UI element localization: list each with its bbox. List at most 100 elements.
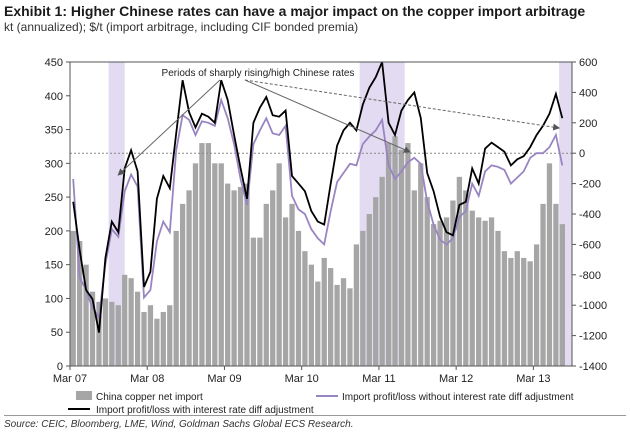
annotation-text: Periods of sharply rising/high Chinese r… bbox=[162, 68, 355, 79]
bar bbox=[263, 203, 269, 366]
bar bbox=[424, 197, 430, 366]
bar bbox=[437, 220, 443, 366]
bar bbox=[340, 278, 347, 366]
y-right-tick-label: -800 bbox=[579, 270, 601, 282]
y-right-tick-label: -200 bbox=[579, 179, 601, 191]
bar bbox=[302, 251, 308, 366]
bar bbox=[514, 251, 520, 366]
bar bbox=[160, 311, 166, 366]
y-right-tick-label: 600 bbox=[579, 57, 597, 69]
bar bbox=[456, 176, 463, 366]
bar bbox=[533, 244, 540, 366]
bar bbox=[282, 217, 289, 366]
bar bbox=[250, 237, 257, 366]
legend-label: Import profit/loss with interest rate di… bbox=[96, 405, 314, 416]
bar bbox=[521, 257, 527, 366]
y-left-tick-label: 250 bbox=[45, 192, 63, 204]
bar bbox=[244, 183, 250, 366]
bar bbox=[179, 203, 186, 366]
bar bbox=[418, 163, 424, 366]
y-left-tick-label: 400 bbox=[45, 91, 63, 103]
bar bbox=[328, 268, 334, 366]
bar bbox=[231, 190, 237, 366]
y-left-tick-label: 200 bbox=[45, 226, 63, 238]
annotation-arrow bbox=[244, 79, 411, 153]
y-right-tick-label: -600 bbox=[579, 239, 601, 251]
bar bbox=[199, 143, 205, 366]
bar bbox=[257, 237, 263, 366]
bar bbox=[398, 149, 405, 366]
x-tick-label: Mar 12 bbox=[439, 373, 473, 385]
bar bbox=[379, 176, 385, 366]
bar bbox=[77, 241, 83, 366]
bar bbox=[366, 214, 372, 366]
bar bbox=[225, 183, 231, 366]
bar bbox=[70, 230, 76, 366]
bar bbox=[443, 217, 450, 366]
bar bbox=[353, 244, 360, 366]
y-left-tick-label: 350 bbox=[45, 125, 63, 137]
bar bbox=[192, 163, 199, 366]
bar bbox=[508, 257, 514, 366]
bar bbox=[270, 190, 276, 366]
x-tick-label: Mar 11 bbox=[362, 373, 395, 385]
shaded-period bbox=[108, 62, 125, 366]
line-without-adjustment bbox=[72, 96, 564, 320]
y-left-tick-label: 50 bbox=[51, 327, 63, 339]
legend-label: China copper net import bbox=[96, 392, 203, 403]
bar bbox=[141, 311, 147, 366]
bar bbox=[134, 291, 141, 366]
bar bbox=[83, 264, 89, 366]
y-right-tick-label: 0 bbox=[579, 148, 585, 160]
y-left-tick-label: 0 bbox=[57, 361, 63, 373]
bar bbox=[347, 288, 353, 366]
bar bbox=[559, 224, 565, 366]
bar bbox=[315, 281, 321, 366]
bar bbox=[540, 203, 546, 366]
y-left-tick-label: 100 bbox=[45, 293, 63, 305]
y-right-tick-label: -400 bbox=[579, 209, 601, 221]
x-tick-label: Mar 09 bbox=[207, 373, 241, 385]
bar bbox=[463, 190, 469, 366]
bar bbox=[115, 305, 121, 366]
bar bbox=[212, 163, 218, 366]
bar bbox=[334, 284, 340, 366]
annotation-arrow bbox=[117, 79, 221, 176]
bar bbox=[450, 200, 456, 366]
y-right-tick-label: -1200 bbox=[579, 331, 607, 343]
bar bbox=[553, 203, 559, 366]
bar bbox=[527, 261, 533, 366]
bar bbox=[482, 220, 488, 366]
bar bbox=[308, 264, 314, 366]
y-right-tick-label: 400 bbox=[579, 87, 597, 99]
bar bbox=[147, 305, 154, 366]
line-with-adjustment bbox=[72, 61, 564, 333]
bar bbox=[237, 186, 244, 366]
source-note: Source: CEIC, Bloomberg, LME, Wind, Gold… bbox=[4, 419, 354, 430]
bar bbox=[102, 298, 109, 366]
bar bbox=[109, 301, 115, 366]
source-divider bbox=[4, 415, 626, 416]
chart-subtitle: kt (annualized); $/t (import arbitrage, … bbox=[4, 20, 359, 34]
bar bbox=[405, 143, 411, 366]
bar bbox=[289, 203, 295, 366]
y-right-tick-label: -1000 bbox=[579, 300, 607, 312]
y-right-tick-label: -1400 bbox=[579, 361, 607, 373]
annotation-arrow bbox=[244, 79, 561, 131]
y-right-tick-label: 200 bbox=[579, 118, 597, 130]
x-tick-label: Mar 07 bbox=[53, 373, 87, 385]
bar bbox=[488, 217, 495, 366]
x-tick-label: Mar 13 bbox=[516, 373, 550, 385]
bar bbox=[501, 251, 508, 366]
bar bbox=[385, 143, 392, 366]
y-left-tick-label: 300 bbox=[45, 158, 63, 170]
legend-swatch-bars bbox=[76, 391, 92, 400]
bar bbox=[186, 190, 192, 366]
bar bbox=[392, 136, 398, 366]
legend-label: Import profit/loss without interest rate… bbox=[342, 392, 574, 403]
bar bbox=[128, 278, 134, 366]
y-left-tick-label: 150 bbox=[45, 260, 63, 272]
x-tick-label: Mar 08 bbox=[130, 373, 164, 385]
chart-title: Exhibit 1: Higher Chinese rates can have… bbox=[4, 3, 586, 19]
